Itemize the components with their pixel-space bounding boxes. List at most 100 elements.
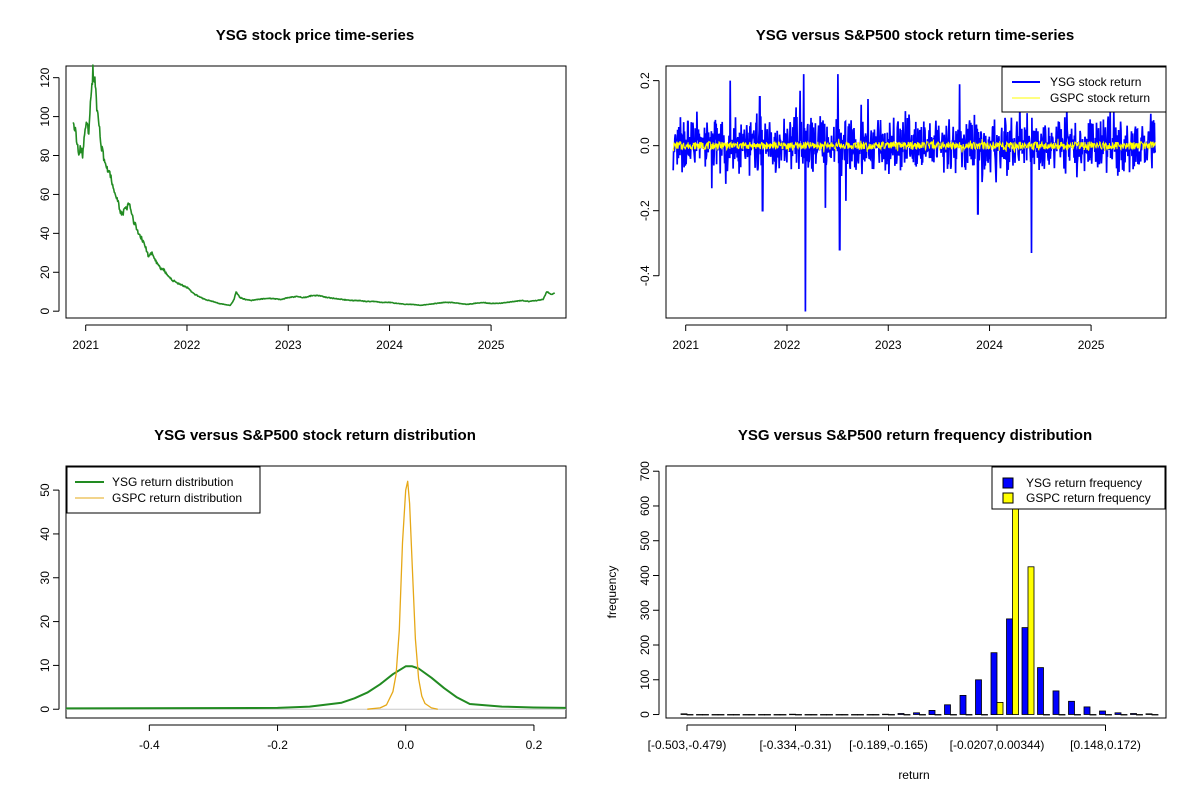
- return-ts-x-tick-label: 2021: [672, 338, 699, 352]
- ysg-frequency-bar: [866, 714, 874, 716]
- density-x-tick-label: 0.2: [526, 738, 543, 752]
- density-x-tick-label: -0.2: [267, 738, 288, 752]
- frequency-x-axis-label: return: [898, 768, 929, 782]
- ysg-frequency-bar: [680, 713, 688, 715]
- ysg-frequency-bar: [1006, 618, 1013, 715]
- price-x-tick-label: 2023: [275, 338, 302, 352]
- gspc-frequency-bar: [888, 714, 895, 716]
- frequency-x-tick-label: [-0.189,-0.165): [849, 738, 928, 752]
- frequency-distribution-panel: YSG versus S&P500 return frequency distr…: [605, 427, 1167, 782]
- gspc-frequency-bar: [950, 714, 957, 716]
- legend-label-ysg-density: YSG return distribution: [112, 475, 233, 489]
- ysg-frequency-bar: [835, 714, 843, 716]
- density-y-tick-label: 10: [38, 658, 52, 672]
- gspc-frequency-bar: [795, 714, 802, 716]
- ysg-frequency-bar: [913, 712, 920, 715]
- ysg-frequency-bar: [742, 714, 750, 716]
- gspc-frequency-bar: [934, 714, 942, 716]
- legend-label-gspc-density: GSPC return distribution: [112, 491, 242, 505]
- legend-swatch-ysg-frequency: [1002, 477, 1014, 489]
- density-plot-frame: [65, 465, 567, 719]
- frequency-y-tick-label: 700: [638, 461, 652, 481]
- ysg-frequency-bar: [975, 679, 982, 715]
- price-timeseries-panel: YSG stock price time-series 2021 2022 2023…: [38, 27, 567, 352]
- price-y-tick-label: 80: [38, 149, 52, 163]
- ysg-frequency-bar: [1037, 667, 1044, 715]
- ysg-frequency-bar: [944, 704, 951, 715]
- ysg-frequency-bar: [851, 714, 858, 716]
- gspc-frequency-bar: [1151, 714, 1159, 716]
- gspc-frequency-bar: [733, 714, 740, 716]
- legend-label-gspc-return: GSPC stock return: [1050, 91, 1150, 105]
- frequency-x-tick-label: [-0.0207,0.00344): [950, 738, 1045, 752]
- gspc-frequency-bar: [764, 714, 771, 716]
- price-series-line: [72, 64, 556, 307]
- ysg-frequency-bar: [804, 714, 812, 716]
- legend-label-gspc-frequency: GSPC return frequency: [1026, 491, 1151, 505]
- return-ts-x-tick-label: 2022: [774, 338, 801, 352]
- density-x-tick-label: 0.0: [397, 738, 414, 752]
- gspc-frequency-bar: [872, 714, 880, 716]
- ysg-frequency-bar: [1099, 710, 1106, 715]
- return-timeseries-panel: YSG versus S&P500 stock return time-seri…: [638, 27, 1167, 352]
- gspc-frequency-bar: [810, 714, 818, 716]
- density-y-tick-label: 50: [38, 483, 52, 497]
- legend-label-ysg-frequency: YSG return frequency: [1026, 476, 1142, 490]
- price-chart-title: YSG stock price time-series: [216, 27, 414, 44]
- gspc-frequency-bar: [1027, 566, 1035, 715]
- frequency-y-tick-label: 600: [638, 496, 652, 516]
- ysg-frequency-bar: [1114, 712, 1122, 715]
- return-ts-y-tick-label: 0.0: [638, 137, 652, 154]
- price-y-tick-label: 0: [38, 308, 52, 315]
- ysg-frequency-bar: [727, 714, 734, 716]
- frequency-legend: YSG return frequency GSPC return frequen…: [991, 466, 1166, 510]
- ysg-frequency-bar: [959, 695, 967, 715]
- density-legend: YSG return distribution GSPC return dist…: [66, 466, 261, 514]
- density-y-tick-label: 0: [38, 706, 52, 713]
- return-ts-y-tick-label: 0.2: [638, 72, 652, 89]
- gspc-frequency-bar: [965, 714, 973, 716]
- ysg-frequency-bar: [773, 714, 781, 716]
- gspc-frequency-bar: [779, 714, 787, 716]
- gspc-frequency-bar: [1074, 714, 1081, 716]
- frequency-chart-title: YSG versus S&P500 return frequency distr…: [738, 427, 1092, 444]
- gspc-frequency-bar: [686, 714, 694, 716]
- price-y-tick-label: 120: [38, 67, 52, 87]
- gspc-frequency-bar: [717, 714, 725, 716]
- ysg-frequency-bar: [820, 714, 827, 716]
- frequency-y-tick-label: 300: [638, 600, 652, 620]
- return-distribution-panel: YSG versus S&P500 stock return distribut…: [38, 427, 567, 752]
- return-ts-y-tick-label: -0.4: [638, 265, 652, 286]
- gspc-frequency-bar: [903, 714, 911, 716]
- ysg-frequency-bar: [1021, 627, 1029, 715]
- frequency-legend-box: [991, 466, 1166, 510]
- gspc-frequency-bar: [748, 714, 756, 716]
- legend-label-ysg-return: YSG stock return: [1050, 75, 1141, 89]
- density-y-tick-label: 30: [38, 571, 52, 585]
- frequency-y-tick-label: 200: [638, 635, 652, 655]
- price-x-tick-label: 2025: [478, 338, 505, 352]
- gspc-frequency-bar: [1058, 714, 1066, 716]
- density-y-tick-label: 40: [38, 527, 52, 541]
- ysg-frequency-bar: [711, 714, 719, 716]
- gspc-frequency-bar: [981, 714, 988, 716]
- ysg-frequency-bar: [897, 713, 905, 715]
- gspc-frequency-bar: [841, 714, 849, 716]
- price-x-tick-label: 2021: [72, 338, 99, 352]
- density-legend-box: [66, 466, 261, 514]
- return-ts-legend: YSG stock return GSPC stock return: [1001, 66, 1167, 113]
- frequency-y-tick-label: 100: [638, 669, 652, 689]
- density-chart-title: YSG versus S&P500 stock return distribut…: [154, 427, 476, 444]
- frequency-y-tick-label: 0: [638, 711, 652, 718]
- gspc-frequency-bar: [1012, 505, 1019, 716]
- price-y-tick-label: 60: [38, 187, 52, 201]
- return-ts-legend-box: [1001, 66, 1167, 113]
- ysg-frequency-bar: [1145, 713, 1153, 715]
- gspc-frequency-bar: [919, 714, 926, 716]
- ysg-frequency-bar: [928, 710, 936, 716]
- ysg-frequency-bar: [1130, 713, 1137, 715]
- ysg-frequency-bar: [758, 714, 765, 716]
- ysg-frequency-bar: [990, 652, 998, 716]
